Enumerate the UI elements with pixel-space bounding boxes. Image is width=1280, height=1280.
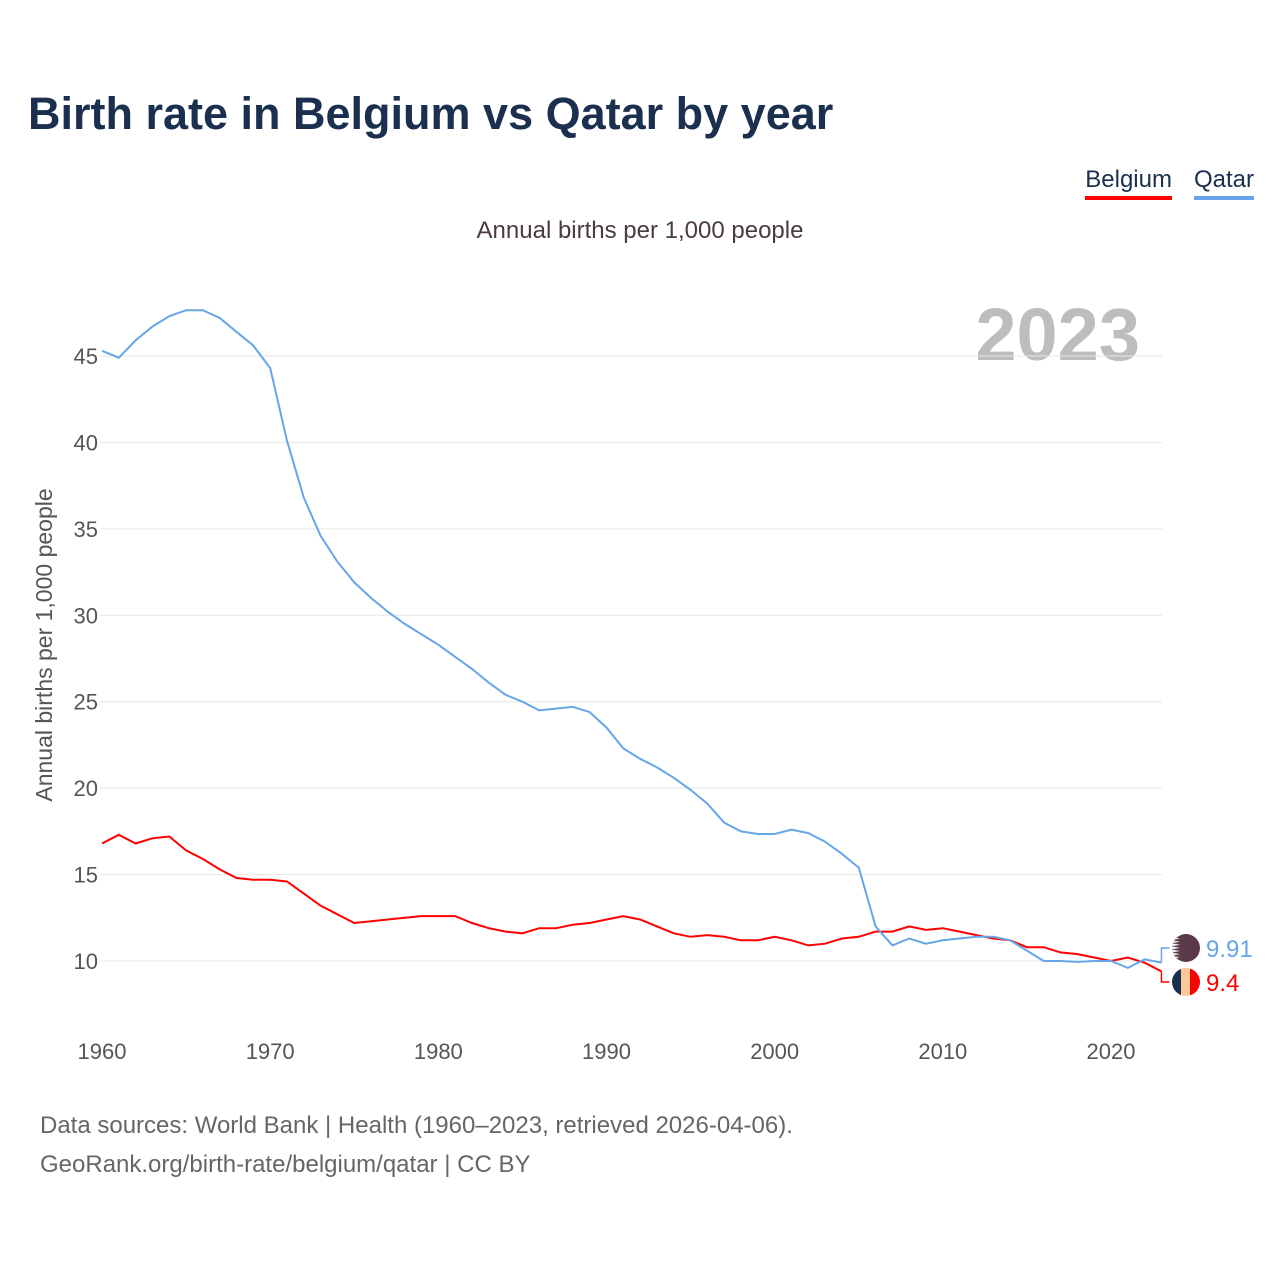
x-tick-label: 2010 <box>918 1039 967 1064</box>
x-tick-label: 2000 <box>750 1039 799 1064</box>
x-tick-label: 1980 <box>414 1039 463 1064</box>
x-tick-label: 1970 <box>246 1039 295 1064</box>
legend: Belgium Qatar <box>1085 166 1254 200</box>
year-watermark: 2023 <box>975 293 1140 376</box>
y-tick-label: 25 <box>74 690 98 715</box>
legend-belgium[interactable]: Belgium <box>1085 166 1172 200</box>
series-line-belgium <box>101 833 1162 973</box>
legend-qatar[interactable]: Qatar <box>1193 166 1254 200</box>
y-tick-label: 35 <box>74 517 98 542</box>
x-tick-label: 2020 <box>1087 1039 1136 1064</box>
qatar-end-value: 9.91 <box>1206 936 1253 963</box>
source-note: Data sources: World Bank | Health (1960–… <box>40 1106 793 1184</box>
chart-subtitle: Annual births per 1,000 people <box>476 217 804 244</box>
y-tick-label: 30 <box>74 603 98 628</box>
belgium-flag-icon <box>1172 968 1200 996</box>
x-tick-label: 1960 <box>78 1039 127 1064</box>
belgium-end-value: 9.4 <box>1206 970 1239 997</box>
y-tick-label: 20 <box>74 776 98 801</box>
y-tick-label: 45 <box>74 344 98 369</box>
belgium-flag-stripe <box>1190 968 1200 996</box>
qatar-flag-icon <box>1172 934 1200 962</box>
qatar-connector <box>1160 947 1170 963</box>
x-tick-label: 1990 <box>582 1039 631 1064</box>
source-link[interactable]: GeoRank.org/birth-rate/belgium/qatar | C… <box>40 1151 531 1178</box>
chart-title: Birth rate in Belgium vs Qatar by year <box>28 88 834 139</box>
belgium-flag-stripe <box>1181 968 1191 996</box>
belgium-flag-stripe <box>1172 968 1182 996</box>
series-line-qatar <box>101 309 1162 969</box>
belgium-connector <box>1160 971 1170 983</box>
y-tick-label: 15 <box>74 863 98 888</box>
y-tick-label: 10 <box>74 949 98 974</box>
y-axis-label: Annual births per 1,000 people <box>31 488 57 801</box>
y-tick-label: 40 <box>74 430 98 455</box>
source-line-1: Data sources: World Bank | Health (1960–… <box>40 1112 793 1139</box>
